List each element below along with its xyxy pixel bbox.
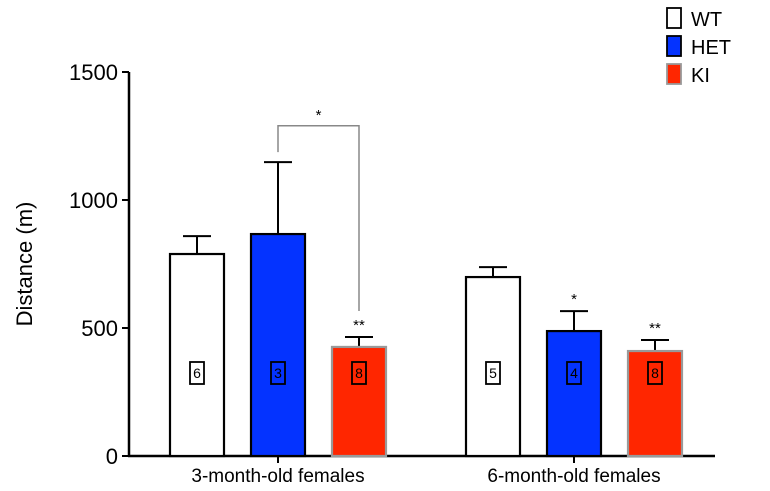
comparison-bracket xyxy=(277,125,360,311)
legend-label-het: HET xyxy=(691,37,731,59)
y-tick-label: 0 xyxy=(106,444,118,469)
legend: WT HET KI xyxy=(666,7,731,87)
bar-wt xyxy=(464,275,522,458)
legend-swatch-wt xyxy=(666,7,682,29)
sample-size-box xyxy=(566,361,582,385)
legend-label-ki: KI xyxy=(691,65,710,87)
sample-size-box xyxy=(351,361,367,385)
sample-size-label: 6 xyxy=(193,365,201,381)
legend-swatch-ki xyxy=(666,63,682,85)
significance-label: ** xyxy=(353,317,365,334)
sample-size-label: 4 xyxy=(570,365,578,381)
comparison-label: * xyxy=(316,107,322,124)
legend-label-wt: WT xyxy=(691,9,722,31)
y-tick-label: 1000 xyxy=(69,188,118,213)
y-tick-label: 500 xyxy=(81,316,118,341)
axes: 0 500 1000 1500 3-month-old females 6-month-o… xyxy=(69,60,715,487)
sample-size-label: 8 xyxy=(355,365,363,381)
x-tick-label: 6-month-old females xyxy=(487,466,660,486)
significance-label: * xyxy=(571,291,577,308)
bar-het xyxy=(249,232,307,458)
sample-size-label: 8 xyxy=(651,365,659,381)
x-tick-label: 3-month-old females xyxy=(191,466,364,486)
significance-label: ** xyxy=(649,320,661,337)
sample-size-box xyxy=(270,361,286,385)
bar-ki xyxy=(330,345,388,458)
sample-size-box xyxy=(189,361,205,385)
bar-ki xyxy=(626,349,684,458)
y-tick-label: 1500 xyxy=(69,60,118,85)
legend-swatch-het xyxy=(666,35,682,57)
bar-wt xyxy=(168,252,226,458)
bars: 6 3 8***5 4*8** xyxy=(168,107,684,458)
sample-size-box xyxy=(647,361,663,385)
bar-het xyxy=(545,329,603,458)
sample-size-label: 3 xyxy=(274,365,282,381)
y-axis-label: Distance (m) xyxy=(12,202,37,327)
sample-size-label: 5 xyxy=(489,365,497,381)
sample-size-box xyxy=(485,361,501,385)
